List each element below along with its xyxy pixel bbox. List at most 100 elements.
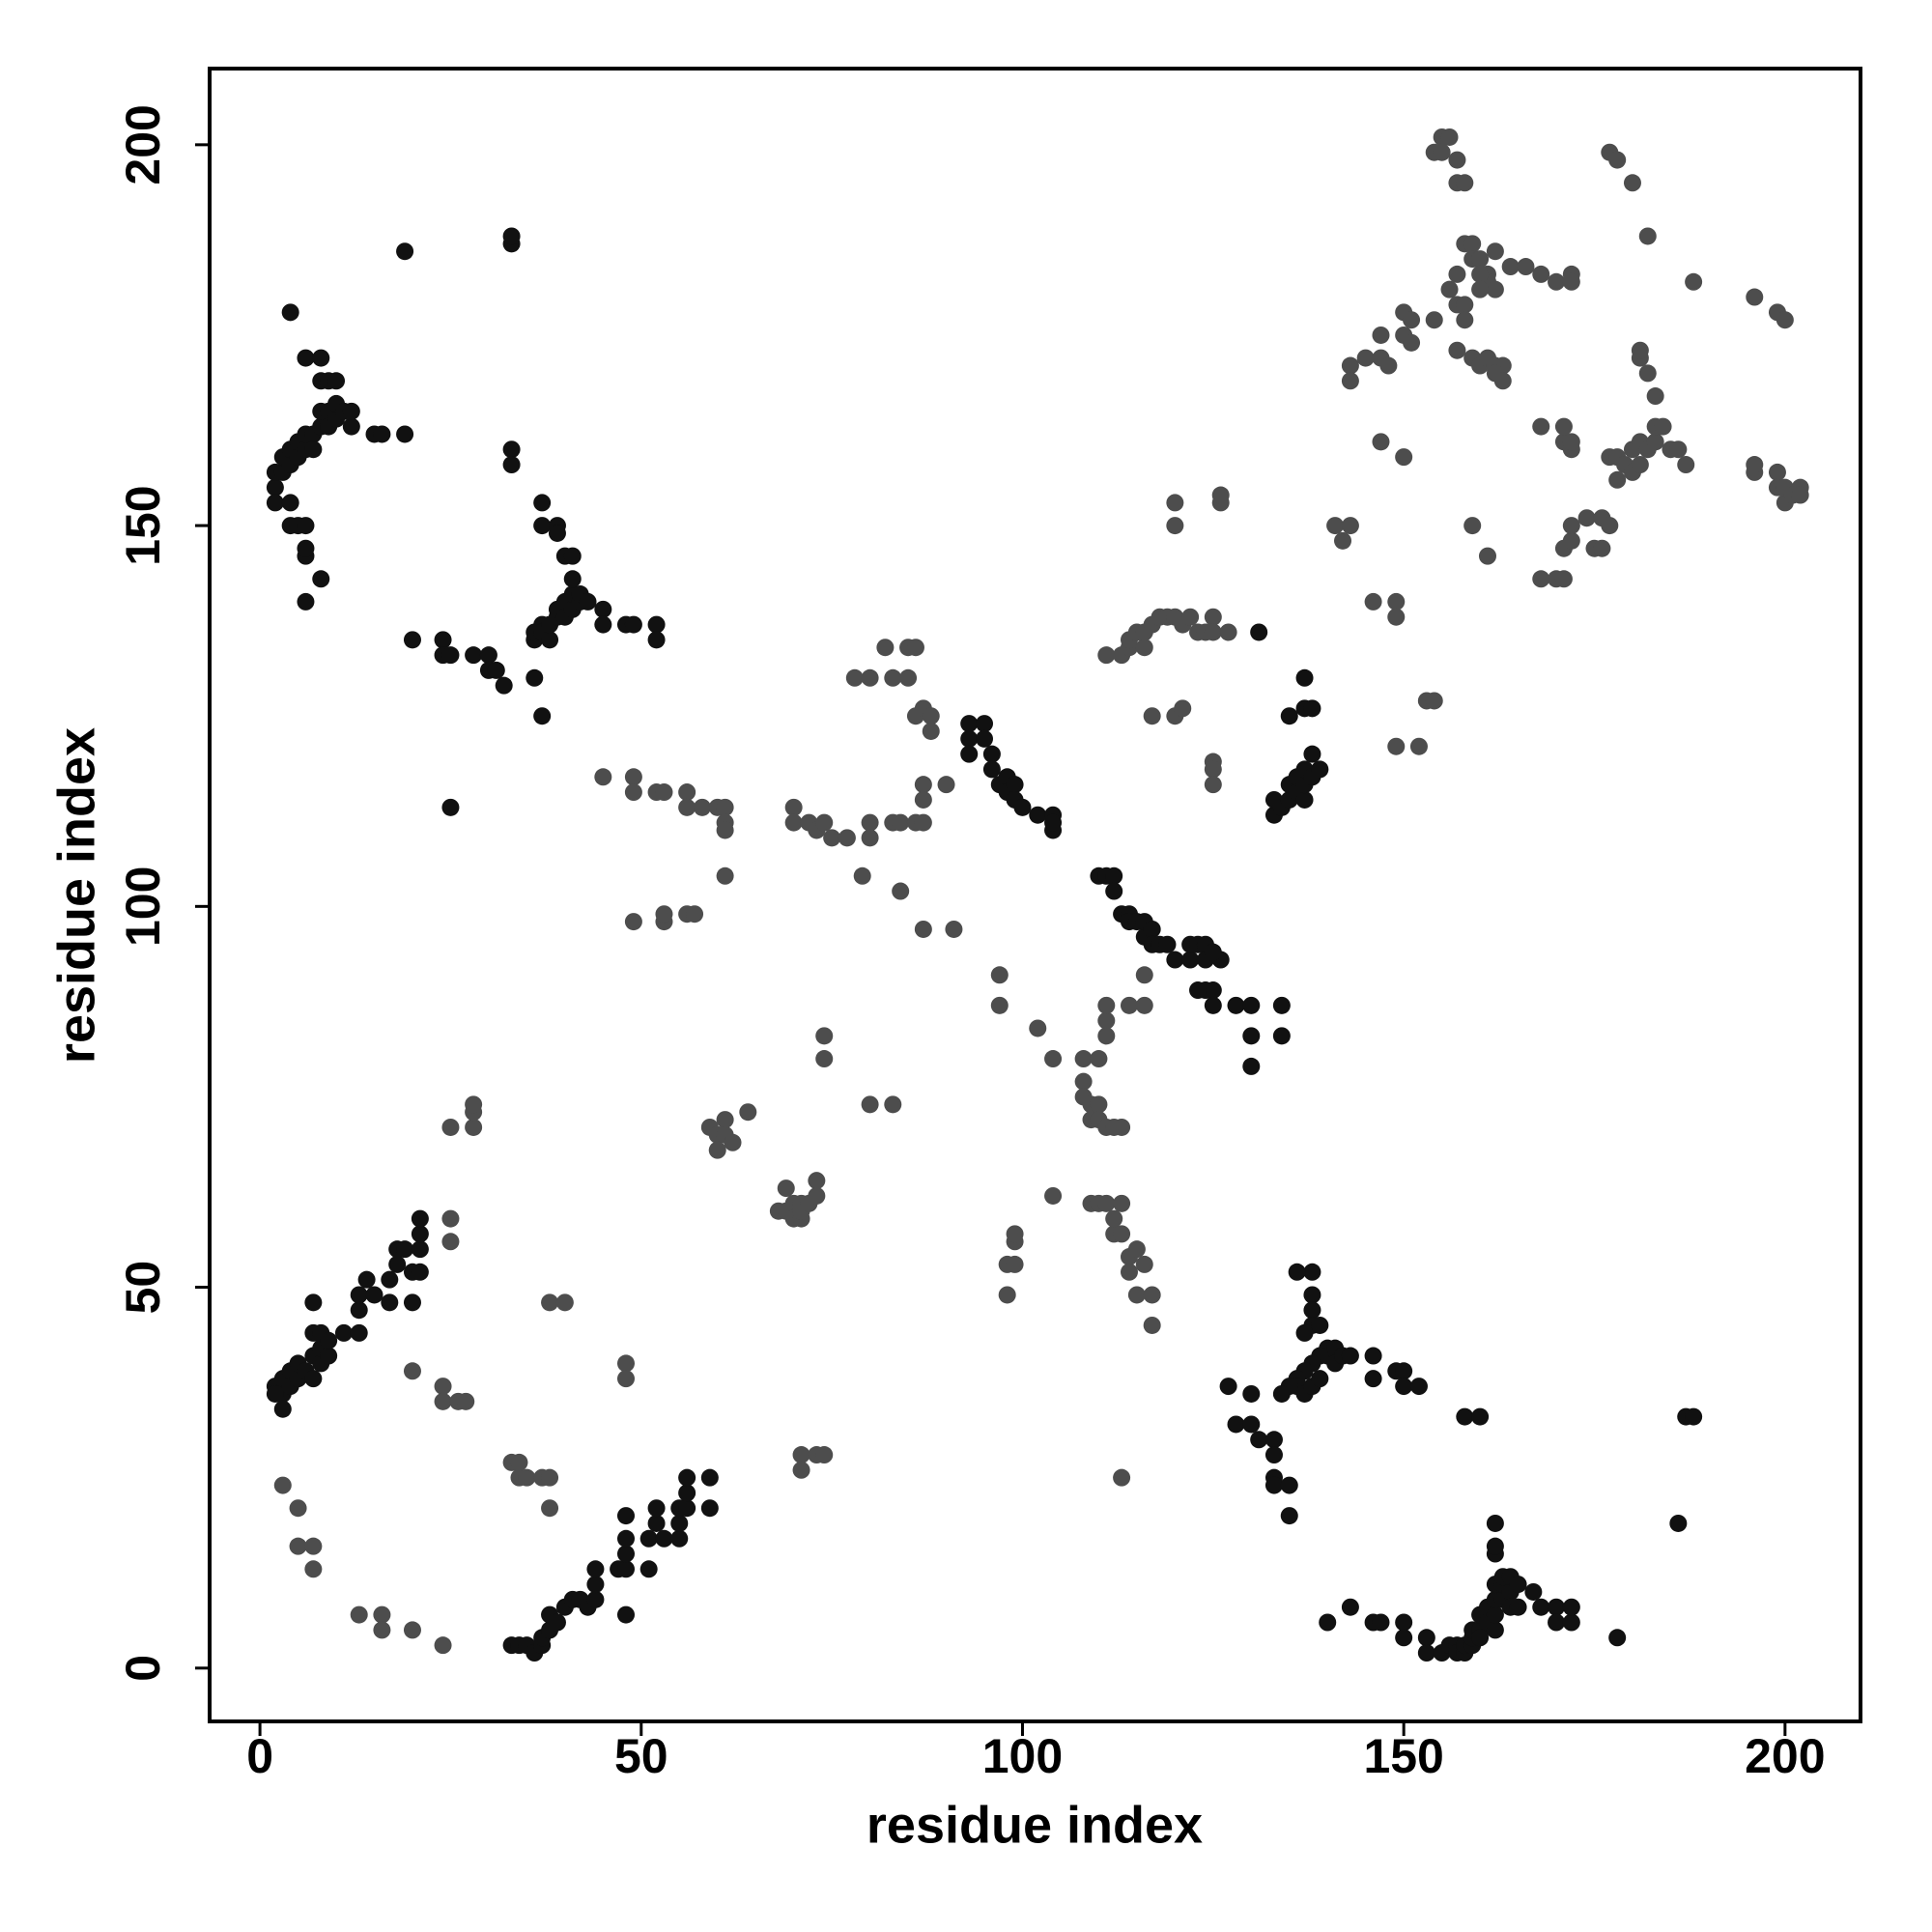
point [1143,707,1161,725]
point [1311,760,1329,779]
point [1387,737,1406,755]
point [960,729,979,748]
point [914,920,932,938]
point [1303,745,1321,763]
point [1135,639,1153,657]
point [541,1293,559,1312]
point [1341,356,1359,375]
point [624,783,642,802]
point [1493,372,1512,390]
point [1303,1286,1321,1304]
point [312,570,330,588]
y-tick-label: 50 [116,1261,170,1315]
point [1501,258,1520,276]
point [312,349,330,367]
point [533,707,552,725]
point [1311,1316,1329,1334]
point [1669,440,1688,459]
point [777,1179,795,1198]
point [922,722,940,740]
point [647,615,666,634]
point [678,1484,696,1502]
point [655,905,673,923]
point [1463,517,1482,535]
point [1577,509,1596,527]
x-axis-title: residue index [867,1796,1203,1854]
point [434,1392,452,1410]
point [1280,1507,1298,1525]
point [1044,813,1063,832]
point [1341,372,1359,390]
point [960,715,979,733]
point-group [266,1209,429,1418]
point [1425,692,1443,710]
point [281,303,299,322]
point [1364,1370,1382,1388]
point [594,600,612,618]
point [541,631,559,649]
point [289,1537,307,1555]
point [876,639,895,657]
point [1471,265,1490,283]
point [922,707,940,725]
point [914,776,932,794]
point [823,829,841,847]
point [1746,456,1764,474]
point [1646,387,1664,406]
point [1562,433,1580,451]
point-group [502,1468,719,1662]
point [373,1621,391,1639]
y-tick-label: 100 [116,867,170,947]
point [1532,265,1550,283]
point [1242,996,1261,1014]
point [1478,547,1496,565]
y-tick-label: 150 [116,485,170,565]
point [403,1621,421,1639]
point [579,592,597,611]
point [502,227,521,245]
point [639,1560,658,1578]
point [792,1461,810,1479]
point [1158,935,1177,953]
point [304,1560,323,1578]
point [1440,280,1459,298]
point [716,867,734,885]
point [297,349,315,367]
point [434,1378,452,1396]
point [487,661,505,679]
point [1334,531,1352,550]
point [1685,272,1703,291]
point [1631,341,1649,359]
point [1776,311,1794,329]
point [304,1293,323,1312]
point [350,1605,368,1624]
point [1166,494,1184,512]
point [1524,1582,1543,1601]
point [1631,456,1649,474]
x-tick-label: 0 [246,1729,273,1783]
point [1166,951,1184,969]
point-group [624,867,734,931]
point [1135,1255,1153,1273]
point [1395,1378,1413,1396]
point [373,1605,391,1624]
point [411,1263,429,1281]
point [373,425,391,443]
point [892,813,910,832]
point [1548,1613,1566,1632]
point [1409,1378,1428,1396]
point [815,813,834,832]
point [655,1529,673,1548]
point [1219,623,1237,641]
point [1341,1347,1359,1365]
point [465,1095,483,1114]
point [297,539,315,557]
point [1601,517,1619,535]
point [815,1446,834,1464]
point [716,821,734,839]
point [350,1301,368,1320]
point [1097,1011,1116,1030]
point [616,1560,635,1578]
point [1456,174,1474,192]
point [1044,1186,1063,1205]
